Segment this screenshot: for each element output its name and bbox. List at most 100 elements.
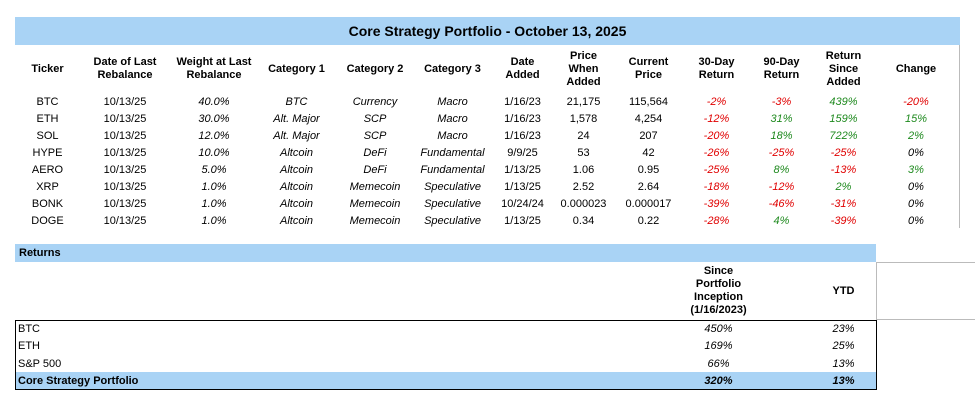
table-cell: SOL bbox=[36, 129, 59, 142]
table-cell: 1.06 bbox=[572, 163, 595, 176]
table-cell: Alt. Major bbox=[273, 112, 320, 125]
table-cell: -2% bbox=[706, 95, 727, 108]
returns-label: Core Strategy Portfolio bbox=[18, 375, 139, 387]
table-cell: 40.0% bbox=[198, 95, 230, 108]
table-cell: SCP bbox=[363, 129, 387, 142]
table-cell: Altcoin bbox=[279, 146, 314, 159]
table-cell: Altcoin bbox=[279, 180, 314, 193]
table-cell: Macro bbox=[437, 129, 468, 142]
table-cell: 8% bbox=[773, 163, 790, 176]
table-cell: -12% bbox=[768, 180, 795, 193]
column-header: Date of Last Rebalance bbox=[93, 56, 157, 81]
title: Core Strategy Portfolio - October 13, 20… bbox=[15, 17, 960, 45]
table-cell: Fundamental bbox=[420, 146, 485, 159]
table-cell: Fundamental bbox=[420, 163, 485, 176]
table-cell: 4,254 bbox=[634, 112, 663, 125]
table-cell: HYPE bbox=[32, 146, 63, 159]
table-cell: 10/13/25 bbox=[103, 112, 147, 125]
table-cell: 10/13/25 bbox=[103, 214, 147, 227]
returns-label: BTC bbox=[18, 322, 40, 335]
table-cell: Speculative bbox=[424, 197, 481, 210]
table-cell: 10/24/24 bbox=[501, 197, 544, 210]
column-header: Return Since Added bbox=[825, 49, 862, 88]
table-cell: 10/13/25 bbox=[103, 180, 147, 193]
table-cell: 2.52 bbox=[572, 180, 595, 193]
table-cell: 1.0% bbox=[201, 197, 227, 210]
column-header: Ticker bbox=[31, 62, 64, 75]
table-cell: 1,578 bbox=[569, 112, 598, 125]
table-cell: 1/13/25 bbox=[504, 163, 541, 176]
table-cell: -13% bbox=[830, 163, 857, 176]
table-cell: 0% bbox=[908, 197, 924, 210]
table-cell: Memecoin bbox=[349, 214, 401, 227]
table-cell: 1/13/25 bbox=[504, 214, 541, 227]
column-header: Category 3 bbox=[424, 62, 481, 75]
table-cell: 0.34 bbox=[572, 214, 595, 227]
table-cell: 207 bbox=[639, 129, 658, 142]
table-cell: 10/13/25 bbox=[103, 146, 147, 159]
returns-value: 23% bbox=[832, 322, 855, 335]
returns-box bbox=[15, 320, 877, 390]
table-cell: 0.95 bbox=[637, 163, 660, 176]
table-cell: Macro bbox=[437, 112, 468, 125]
side-border bbox=[876, 262, 975, 320]
table-cell: Memecoin bbox=[349, 197, 401, 210]
returns-title: Returns bbox=[15, 244, 876, 262]
column-header: Category 2 bbox=[346, 62, 404, 75]
table-cell: AERO bbox=[31, 163, 64, 176]
column-header: Date Added bbox=[505, 56, 540, 81]
table-cell: ETH bbox=[36, 112, 59, 125]
table-cell: 1/16/23 bbox=[504, 112, 541, 125]
table-cell: DeFi bbox=[363, 163, 387, 176]
table-cell: 21,175 bbox=[566, 95, 601, 108]
table-cell: -18% bbox=[703, 180, 730, 193]
column-header: 30-Day Return bbox=[698, 56, 735, 81]
table-cell: 42 bbox=[642, 146, 655, 159]
table-cell: BTC bbox=[285, 95, 308, 108]
column-header: Price When Added bbox=[566, 49, 601, 88]
column-header: Category 1 bbox=[268, 62, 325, 75]
table-cell: 0% bbox=[908, 146, 924, 159]
returns-value: 320% bbox=[704, 375, 733, 387]
table-cell: 115,564 bbox=[629, 95, 668, 108]
table-cell: BONK bbox=[31, 197, 64, 210]
table-cell: 2% bbox=[835, 180, 852, 193]
table-cell: 15% bbox=[904, 112, 928, 125]
table-cell: 9/9/25 bbox=[507, 146, 538, 159]
table-cell: 439% bbox=[829, 95, 858, 108]
returns-value: 25% bbox=[832, 340, 855, 352]
table-cell: 24 bbox=[577, 129, 590, 142]
table-cell: 53 bbox=[577, 146, 590, 159]
returns-column-header: Since Portfolio Inception (1/16/2023) bbox=[690, 265, 747, 316]
table-cell: -12% bbox=[703, 112, 730, 125]
returns-value: 13% bbox=[832, 375, 855, 387]
table-cell: DOGE bbox=[31, 214, 64, 227]
returns-column-header: YTD bbox=[832, 284, 855, 297]
table-cell: 0% bbox=[908, 180, 924, 193]
highlight-row bbox=[16, 372, 876, 389]
table-cell: -39% bbox=[830, 214, 857, 227]
table-cell: -39% bbox=[703, 197, 730, 210]
table-cell: 1.0% bbox=[201, 214, 227, 227]
table-cell: 0.22 bbox=[637, 214, 660, 227]
table-cell: 10/13/25 bbox=[103, 129, 147, 142]
table-cell: 2% bbox=[908, 129, 924, 142]
returns-label: S&P 500 bbox=[18, 357, 62, 370]
table-cell: 1/16/23 bbox=[504, 95, 541, 108]
returns-value: 13% bbox=[832, 357, 855, 370]
returns-value: 450% bbox=[704, 322, 733, 335]
table-cell: 31% bbox=[770, 112, 793, 125]
table-cell: BTC bbox=[36, 95, 59, 108]
table-cell: 10/13/25 bbox=[103, 197, 147, 210]
table-cell: DeFi bbox=[363, 146, 387, 159]
table-cell: Memecoin bbox=[349, 180, 401, 193]
table-cell: Currency bbox=[352, 95, 398, 108]
table-cell: -25% bbox=[830, 146, 857, 159]
table-cell: XRP bbox=[36, 180, 59, 193]
table-cell: Speculative bbox=[424, 214, 481, 227]
table-cell: 10.0% bbox=[198, 146, 230, 159]
table-cell: 5.0% bbox=[201, 163, 227, 176]
returns-value: 66% bbox=[707, 357, 730, 370]
returns-value: 169% bbox=[704, 340, 733, 352]
